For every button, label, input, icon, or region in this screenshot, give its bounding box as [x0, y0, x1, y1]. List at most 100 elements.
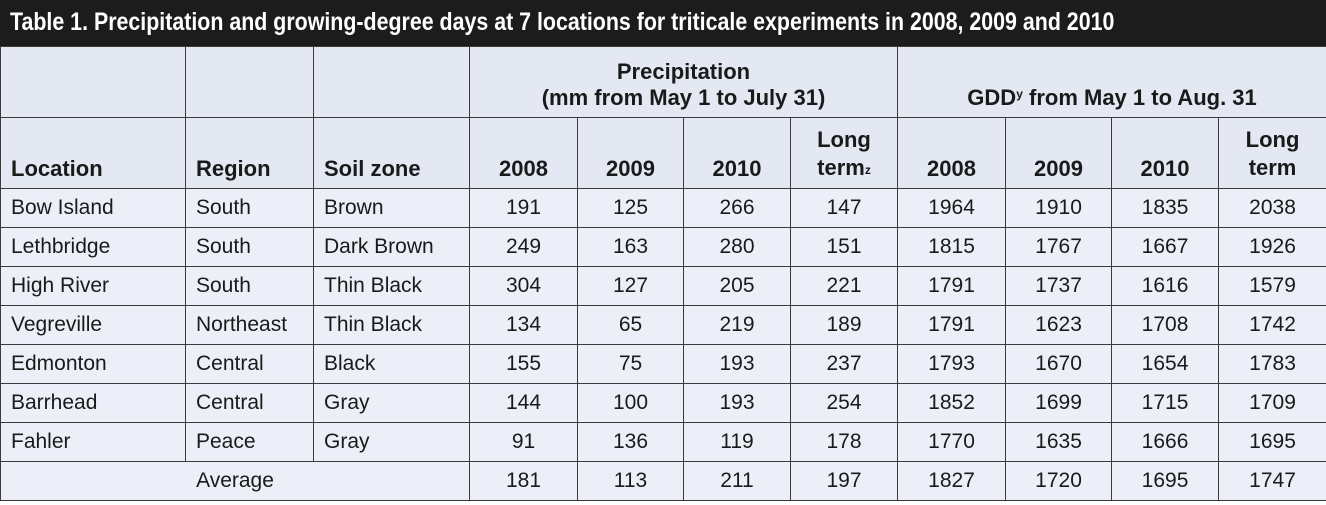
number-cell: 1737 — [1005, 266, 1113, 306]
column-header-text: 2008 — [927, 156, 976, 181]
number-cell: 144 — [469, 383, 578, 423]
column-header-text: Region — [196, 156, 271, 181]
number-cell: 254 — [789, 383, 899, 423]
column-header: Soil zone — [313, 117, 470, 189]
number-cell: 127 — [577, 266, 684, 306]
text-cell: High River — [0, 266, 186, 306]
text-cell: Northeast — [185, 305, 314, 345]
column-header-text-box: Long term — [1243, 126, 1303, 182]
column-header-text-box: Soil zone — [324, 156, 421, 181]
text-cell: Gray — [313, 383, 470, 423]
text-cell: Barrhead — [0, 383, 186, 423]
text-cell: Peace — [185, 422, 314, 462]
text-cell: Black — [313, 344, 470, 384]
number-cell: 1623 — [1005, 305, 1113, 345]
number-cell: 211 — [683, 461, 791, 501]
number-cell: 1791 — [897, 266, 1007, 306]
text-cell: South — [185, 227, 314, 267]
number-cell: 75 — [577, 344, 684, 384]
number-cell: 1708 — [1111, 305, 1220, 345]
number-cell: 304 — [469, 266, 578, 306]
column-header: Long term — [1218, 117, 1326, 189]
number-cell: 1815 — [897, 227, 1007, 267]
text-cell: Fahler — [0, 422, 186, 462]
number-cell: 219 — [683, 305, 791, 345]
number-cell: 1827 — [897, 461, 1007, 501]
number-cell: 65 — [577, 305, 684, 345]
group-header: GDDy from May 1 to Aug. 31 — [897, 46, 1326, 118]
group-header-line: (mm from May 1 to July 31) — [541, 85, 826, 110]
number-cell: 1635 — [1005, 422, 1113, 462]
text-cell: Central — [185, 344, 314, 384]
text-cell: Central — [185, 383, 314, 423]
column-header-text: Long term — [1245, 127, 1300, 180]
number-cell: 249 — [469, 227, 578, 267]
text-cell: Edmonton — [0, 344, 186, 384]
column-header: 2010 — [1111, 117, 1220, 189]
number-cell: 1709 — [1218, 383, 1326, 423]
number-cell: 193 — [683, 383, 791, 423]
number-cell: 1667 — [1111, 227, 1220, 267]
number-cell: 1715 — [1111, 383, 1220, 423]
number-cell: 147 — [789, 188, 899, 228]
text-cell: Thin Black — [313, 305, 470, 345]
group-header-text: from May 1 to Aug. 31 — [1022, 85, 1257, 110]
number-cell: 280 — [683, 227, 791, 267]
column-header: Location — [0, 117, 186, 189]
footnote-mark: z — [864, 163, 871, 177]
group-header-row: Precipitation (mm from May 1 to July 31) G… — [0, 46, 1326, 118]
column-header-text: 2009 — [606, 156, 655, 181]
column-header-text: Long term — [817, 127, 871, 180]
column-header-row: Location Region Soil zone 2008 2009 2010 Long … — [0, 117, 1326, 189]
number-cell: 1616 — [1111, 266, 1220, 306]
group-header-text: GDD — [967, 85, 1017, 110]
column-header: 2008 — [469, 117, 578, 189]
column-header-text-box: 2009 — [606, 156, 655, 181]
number-cell: 1579 — [1218, 266, 1326, 306]
column-header: 2009 — [577, 117, 684, 189]
average-row: Average 181 113 211 197 1827 1720 1695 1747 — [0, 461, 1326, 501]
number-cell: 221 — [789, 266, 899, 306]
number-cell: 193 — [683, 344, 791, 384]
text-cell: South — [185, 188, 314, 228]
number-cell: 189 — [789, 305, 899, 345]
column-header-text: Soil zone — [324, 156, 421, 181]
column-header: 2009 — [1005, 117, 1113, 189]
title-bar: Table 1. Precipitation and growing-degre… — [0, 0, 1326, 46]
column-header-text-box: 2008 — [927, 156, 976, 181]
average-label: Average — [0, 461, 470, 501]
number-cell: 1666 — [1111, 422, 1220, 462]
empty-header-cell — [0, 46, 186, 118]
number-cell: 237 — [789, 344, 899, 384]
number-cell: 1695 — [1111, 461, 1220, 501]
text-cell: Dark Brown — [313, 227, 470, 267]
column-header-text-box: 2008 — [499, 156, 548, 181]
column-header-text: 2010 — [712, 156, 762, 181]
column-header: Region — [185, 117, 314, 189]
data-row: High River South Thin Black 304 127 205 221 179… — [0, 266, 1326, 306]
column-header-text: 2009 — [1034, 156, 1083, 181]
data-row: Lethbridge South Dark Brown 249 163 280 151 181… — [0, 227, 1326, 267]
text-cell: Vegreville — [0, 305, 186, 345]
data-row: Fahler Peace Gray 91 136 119 178 1770 1635 1666 16… — [0, 422, 1326, 462]
number-cell: 113 — [577, 461, 684, 501]
number-cell: 1926 — [1218, 227, 1326, 267]
column-header-text-box: Region — [196, 156, 271, 181]
number-cell: 163 — [577, 227, 684, 267]
number-cell: 1964 — [897, 188, 1007, 228]
number-cell: 151 — [789, 227, 899, 267]
number-cell: 134 — [469, 305, 578, 345]
number-cell: 136 — [577, 422, 684, 462]
number-cell: 100 — [577, 383, 684, 423]
footnote-mark: y — [1016, 87, 1023, 101]
number-cell: 1654 — [1111, 344, 1220, 384]
number-cell: 1699 — [1005, 383, 1113, 423]
number-cell: 1770 — [897, 422, 1007, 462]
data-table: Precipitation (mm from May 1 to July 31) G… — [0, 46, 1326, 501]
number-cell: 205 — [683, 266, 791, 306]
number-cell: 119 — [683, 422, 791, 462]
title: Table 1. Precipitation and growing-degre… — [10, 8, 1115, 36]
number-cell: 178 — [789, 422, 899, 462]
number-cell: 1783 — [1218, 344, 1326, 384]
